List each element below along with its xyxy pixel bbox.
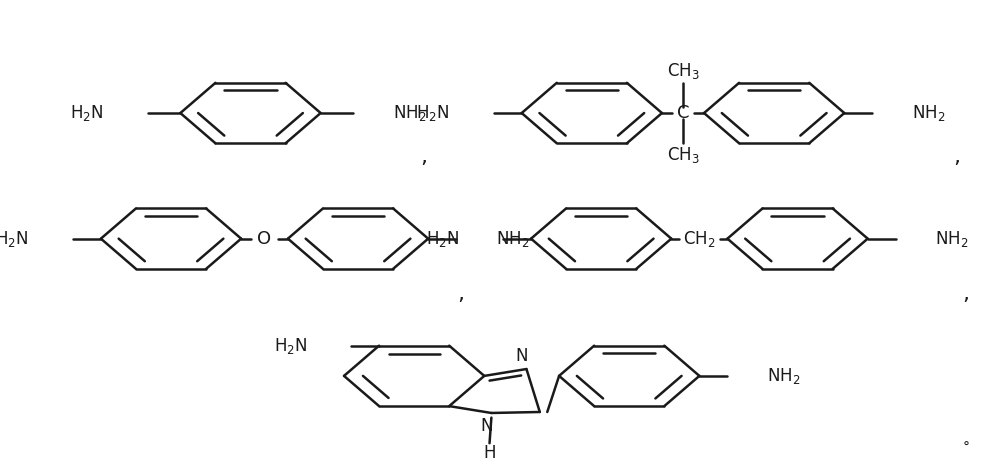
Text: $\mathrm{H_2N}$: $\mathrm{H_2N}$ [416,103,450,123]
Text: O: O [257,230,272,248]
Text: ,: , [962,285,969,305]
Text: $\mathrm{CH_3}$: $\mathrm{CH_3}$ [667,145,699,165]
Text: $\mathrm{H_2N}$: $\mathrm{H_2N}$ [274,336,307,356]
Text: $\mathrm{H_2N}$: $\mathrm{H_2N}$ [426,229,459,249]
Text: N: N [516,347,528,365]
Text: $\mathrm{CH_3}$: $\mathrm{CH_3}$ [667,61,699,81]
Text: $\mathrm{NH_2}$: $\mathrm{NH_2}$ [912,103,945,123]
Text: ,: , [420,147,427,167]
Text: $\mathrm{CH_2}$: $\mathrm{CH_2}$ [683,229,716,249]
Text: °: ° [962,441,969,455]
Text: $\mathrm{NH_2}$: $\mathrm{NH_2}$ [393,103,426,123]
Text: $\mathrm{H_2N}$: $\mathrm{H_2N}$ [70,103,104,123]
Text: $\mathrm{NH_2}$: $\mathrm{NH_2}$ [935,229,968,249]
Text: ,: , [953,147,960,167]
Text: C: C [677,104,689,122]
Text: H: H [483,445,496,462]
Text: $\mathrm{NH_2}$: $\mathrm{NH_2}$ [767,366,800,386]
Text: $\mathrm{NH_2}$: $\mathrm{NH_2}$ [496,229,529,249]
Text: ,: , [457,285,464,305]
Text: $\mathrm{H_2N}$: $\mathrm{H_2N}$ [0,229,29,249]
Text: N: N [480,417,493,435]
